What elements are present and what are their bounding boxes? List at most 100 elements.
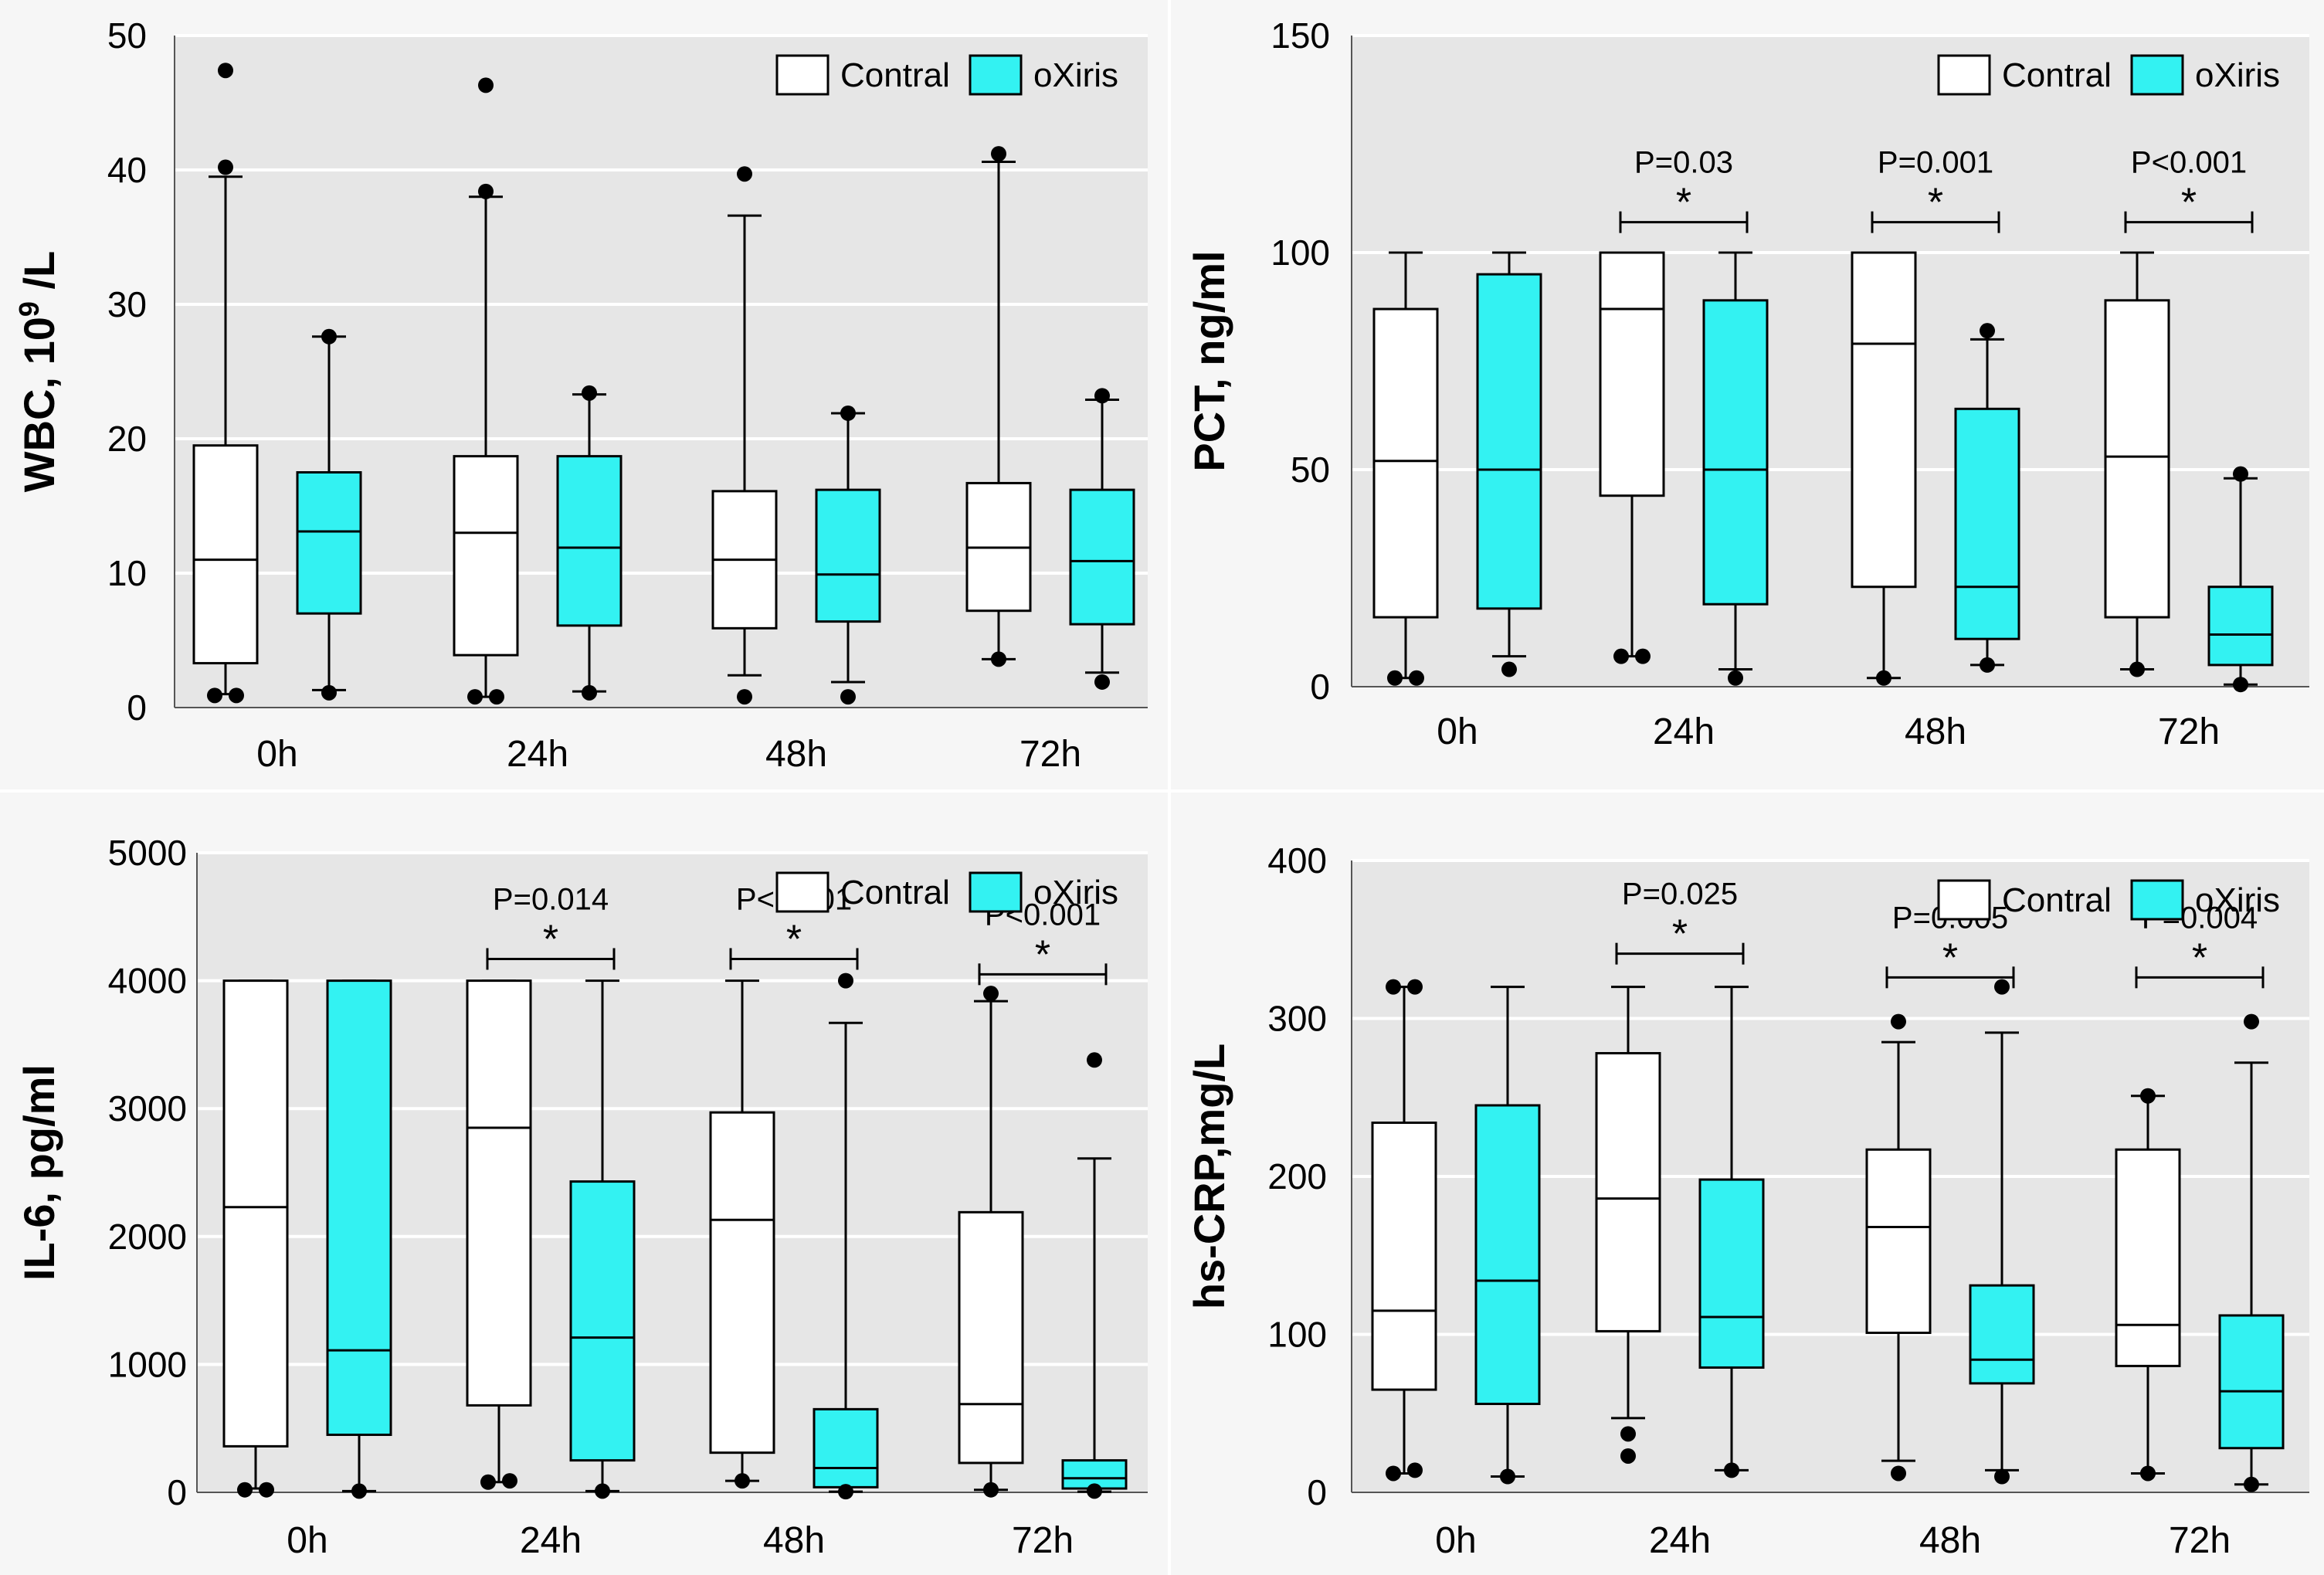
y-tick-label: 200 xyxy=(1267,1156,1327,1197)
outlier-point xyxy=(2140,1088,2156,1104)
outlier-point xyxy=(1094,388,1110,404)
legend: Contral oXiris xyxy=(775,54,1118,96)
significance-annotation: *P=0.014 xyxy=(486,882,616,970)
box-oxiris-24h xyxy=(556,385,623,701)
x-tick-label: 48h xyxy=(763,1520,825,1561)
box-iqr xyxy=(296,471,362,615)
box-iqr xyxy=(2218,1314,2285,1450)
box-iqr xyxy=(2115,1148,2181,1367)
box-oxiris-24h xyxy=(1698,986,1765,1478)
box-iqr xyxy=(556,455,623,627)
x-tick-label: 24h xyxy=(520,1520,582,1561)
y-tick-label: 4000 xyxy=(108,961,187,1001)
y-axis-label-text: PCT, ng/ml xyxy=(1185,250,1233,471)
box-oxiris-24h xyxy=(569,979,636,1499)
box-iqr xyxy=(326,979,392,1436)
legend-label-contral: Contral xyxy=(2002,881,2112,919)
outlier-point xyxy=(1994,979,2010,995)
outlier-point xyxy=(1980,323,1995,339)
outlier-point xyxy=(2244,1476,2259,1492)
y-tick-label: 0 xyxy=(127,687,147,728)
outlier-point xyxy=(229,687,244,704)
y-axis-label: hs-CRP,mg/L xyxy=(1185,1044,1233,1309)
box-contral-24h xyxy=(453,77,519,705)
box-contral-48h xyxy=(711,166,778,705)
significance-star: * xyxy=(1928,181,1943,226)
outlier-point xyxy=(1409,670,1424,686)
outlier-point xyxy=(1620,1448,1636,1464)
outlier-point xyxy=(218,159,233,175)
outlier-point xyxy=(351,1483,367,1499)
legend: Contral oXiris xyxy=(775,871,1118,913)
legend-label-contral: Contral xyxy=(840,874,950,911)
significance-annotation: *P=0.001 xyxy=(1871,146,2000,233)
box-oxiris-72h xyxy=(2207,466,2274,693)
box-iqr xyxy=(1474,1104,1541,1405)
box-oxiris-24h xyxy=(1702,251,1769,686)
box-contral-48h xyxy=(1851,251,1917,686)
y-tick-label: 300 xyxy=(1267,999,1327,1039)
outlier-point xyxy=(840,689,856,705)
outlier-point xyxy=(1891,1013,1906,1030)
outlier-point xyxy=(1087,1483,1102,1499)
y-tick-label: 50 xyxy=(1291,450,1330,490)
y-axis-label-superscript: 9 xyxy=(13,301,45,317)
significance-star: * xyxy=(2192,935,2207,980)
outlier-point xyxy=(838,1484,853,1500)
box-contral-72h xyxy=(2104,251,2170,677)
box-contral-0h xyxy=(1371,979,1437,1482)
legend-swatch-contral xyxy=(1937,879,1991,921)
box-iqr xyxy=(1061,1459,1128,1490)
p-value-label: P=0.014 xyxy=(493,882,609,916)
significance-annotation: *P=0.004 xyxy=(2135,901,2265,989)
outlier-point xyxy=(840,405,856,421)
y-tick-label: 100 xyxy=(1271,233,1330,273)
box-oxiris-0h xyxy=(326,979,392,1499)
box-iqr xyxy=(1372,307,1439,619)
box-iqr xyxy=(2207,586,2274,667)
box-iqr xyxy=(1599,251,1665,497)
outlier-point xyxy=(207,687,222,704)
outlier-point xyxy=(1407,979,1423,995)
x-tick-label: 48h xyxy=(1919,1520,1981,1561)
outlier-point xyxy=(582,684,597,701)
outlier-point xyxy=(1994,1468,2010,1485)
box-contral-0h xyxy=(192,63,259,704)
outlier-point xyxy=(2140,1465,2156,1482)
y-axis-label: IL-6, pg/ml xyxy=(15,1064,63,1281)
chart-panel-3: 0 1000 2000 3000 4000 5000 IL-6, pg/ml 0h 24h 48h… xyxy=(0,793,1168,1575)
box-iqr xyxy=(569,1180,636,1462)
box-contral-24h xyxy=(1599,251,1665,664)
y-tick-label: 2000 xyxy=(108,1217,187,1257)
outlier-point xyxy=(737,166,752,182)
box-contral-0h xyxy=(222,979,289,1498)
box-contral-24h xyxy=(1595,986,1661,1464)
significance-annotation: *P=0.03 xyxy=(1619,146,1749,233)
y-tick-label: 150 xyxy=(1271,15,1330,56)
x-tick-label: 0h xyxy=(256,734,297,775)
box-iqr xyxy=(1969,1284,2035,1385)
outlier-point xyxy=(737,689,752,705)
legend-swatch-oxiris xyxy=(969,54,1023,96)
y-axis-label-text: WBC, 10 xyxy=(15,317,63,492)
y-tick-label: 0 xyxy=(167,1472,187,1512)
outlier-point xyxy=(735,1473,750,1489)
legend-label-oxiris: oXiris xyxy=(2195,881,2280,919)
outlier-point xyxy=(1087,1052,1102,1068)
y-tick-label: 400 xyxy=(1267,840,1327,881)
outlier-point xyxy=(838,972,853,989)
outlier-point xyxy=(582,385,597,401)
box-contral-72h xyxy=(965,146,1032,667)
box-oxiris-0h xyxy=(1476,251,1542,677)
box-contral-0h xyxy=(1372,251,1439,686)
y-tick-label: 0 xyxy=(1310,667,1330,707)
outlier-point xyxy=(1635,648,1651,664)
box-iqr xyxy=(958,1210,1024,1465)
outlier-point xyxy=(1728,670,1743,686)
outlier-point xyxy=(321,328,337,345)
legend: Contral oXiris xyxy=(1937,879,2280,921)
p-value-label: P=0.03 xyxy=(1634,146,1733,180)
box-iqr xyxy=(1865,1148,1932,1334)
outlier-point xyxy=(1501,661,1517,677)
